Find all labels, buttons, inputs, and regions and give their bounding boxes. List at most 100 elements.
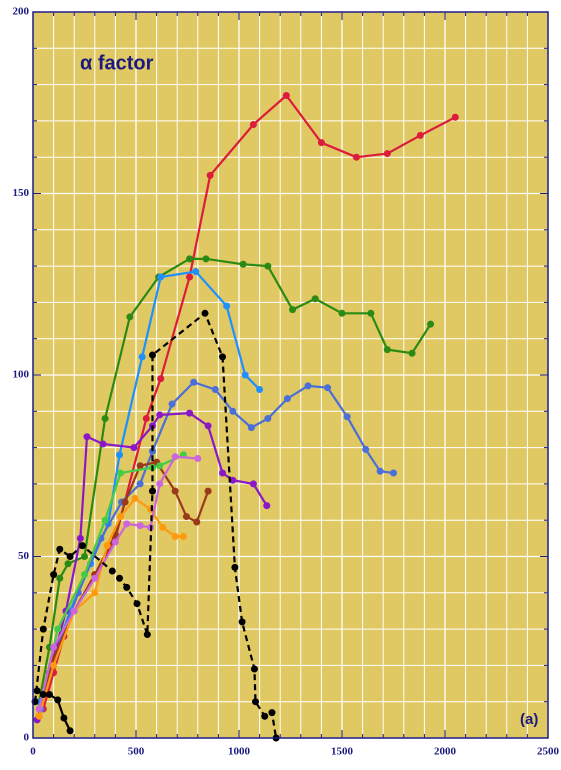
point <box>130 444 138 452</box>
point <box>343 413 351 421</box>
point <box>179 533 187 541</box>
point <box>261 712 269 720</box>
point <box>103 542 111 550</box>
point <box>338 309 346 317</box>
point <box>238 618 246 626</box>
point <box>211 386 219 394</box>
x-tick-label: 2500 <box>537 746 560 758</box>
chart-title: α factor <box>80 52 154 74</box>
point <box>101 415 109 423</box>
point <box>35 712 43 720</box>
x-tick-label: 1500 <box>331 746 354 758</box>
point <box>121 498 129 506</box>
point <box>239 260 247 268</box>
point <box>54 696 62 704</box>
point <box>156 462 164 470</box>
point <box>383 150 391 158</box>
point <box>148 351 156 359</box>
point <box>362 445 370 453</box>
point <box>268 709 276 717</box>
point <box>157 273 165 281</box>
point <box>390 469 397 477</box>
point <box>206 171 214 179</box>
point <box>142 415 150 423</box>
point <box>247 424 255 432</box>
point <box>231 563 239 571</box>
point <box>117 469 125 477</box>
point <box>54 625 62 633</box>
point <box>148 487 156 495</box>
point <box>317 139 325 147</box>
point <box>50 643 58 651</box>
annotation: (a) <box>520 711 538 728</box>
point <box>156 480 164 488</box>
point <box>289 306 297 314</box>
point <box>156 411 164 419</box>
point <box>81 553 88 560</box>
point <box>108 567 116 575</box>
point <box>186 255 194 263</box>
point <box>136 480 144 488</box>
point <box>70 607 78 615</box>
point <box>76 534 84 542</box>
point <box>35 705 43 713</box>
point <box>66 553 74 560</box>
point <box>182 513 190 521</box>
point <box>408 349 416 357</box>
point <box>263 502 271 510</box>
y-tick-label: 50 <box>18 550 30 562</box>
point <box>138 353 146 361</box>
point <box>219 353 227 361</box>
x-tick-label: 0 <box>30 746 36 758</box>
point <box>250 665 258 673</box>
point <box>249 121 257 129</box>
point <box>123 520 131 528</box>
point <box>204 487 212 495</box>
point <box>50 571 58 579</box>
point <box>60 714 68 722</box>
point <box>66 727 74 735</box>
y-tick-label: 200 <box>13 6 30 18</box>
point <box>33 687 41 695</box>
point <box>427 320 435 328</box>
point <box>111 538 119 546</box>
point <box>186 273 194 281</box>
point <box>83 433 91 441</box>
point <box>39 690 47 698</box>
point <box>171 487 179 495</box>
point <box>116 451 124 459</box>
point <box>204 422 212 430</box>
point <box>50 661 58 669</box>
grid <box>32 11 549 739</box>
point <box>136 522 144 530</box>
point <box>324 384 332 392</box>
point <box>190 378 198 386</box>
point <box>171 533 179 541</box>
point <box>241 371 249 379</box>
point <box>264 262 272 270</box>
point <box>78 542 86 550</box>
point <box>159 523 167 531</box>
point <box>157 375 165 383</box>
point <box>99 440 107 448</box>
point <box>193 518 201 526</box>
point <box>171 453 179 461</box>
point <box>168 400 176 408</box>
point <box>229 476 237 484</box>
point <box>383 346 391 354</box>
point <box>256 386 264 394</box>
point <box>249 480 257 488</box>
point <box>376 467 384 475</box>
point <box>133 600 141 608</box>
point <box>131 494 139 502</box>
frame <box>32 11 549 739</box>
point <box>39 625 47 633</box>
point <box>251 698 259 706</box>
point <box>192 268 200 276</box>
point <box>229 407 237 415</box>
point <box>416 131 424 139</box>
y-tick-label: 0 <box>24 732 30 744</box>
y-tick-label: 150 <box>13 187 30 199</box>
